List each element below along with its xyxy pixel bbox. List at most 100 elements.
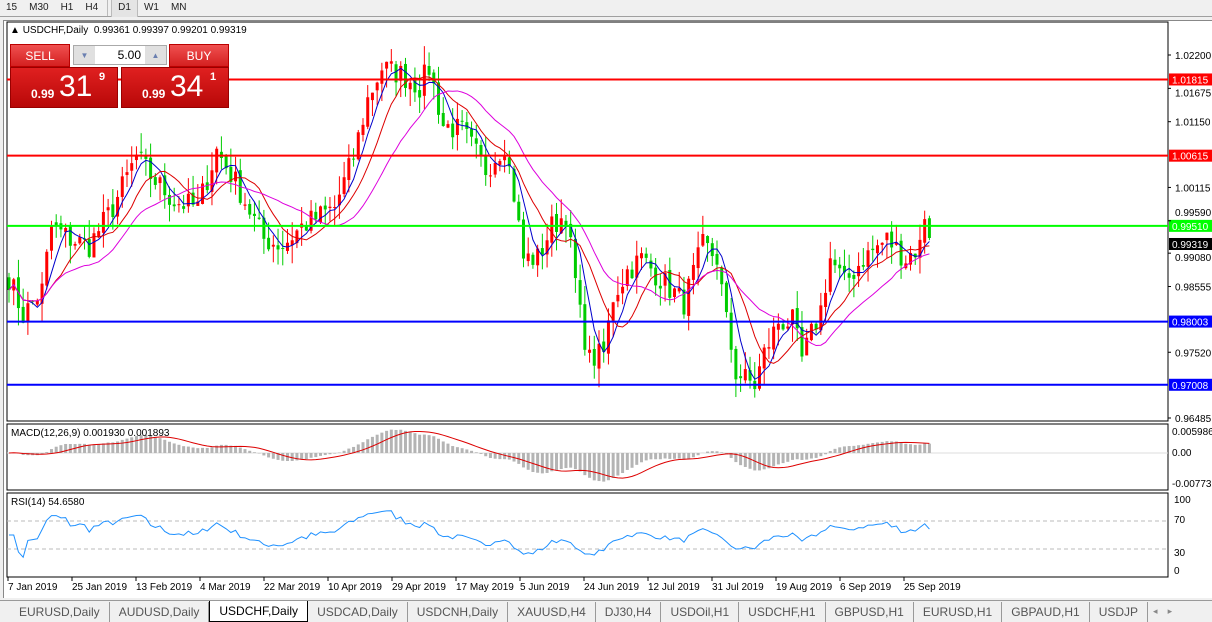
macd-histogram-bar (677, 453, 681, 459)
macd-histogram-bar (588, 453, 592, 478)
macd-histogram-bar (163, 439, 167, 453)
candle-body (592, 348, 596, 366)
macd-histogram-bar (125, 438, 129, 453)
timeframe-w1[interactable]: W1 (143, 2, 159, 13)
chart-tab[interactable]: USDJP (1090, 601, 1149, 622)
candle-body (328, 206, 332, 209)
macd-histogram-bar (323, 453, 327, 456)
candle-body (545, 240, 549, 255)
macd-histogram-bar (663, 453, 667, 459)
candle-body (210, 170, 214, 192)
candle-body (403, 63, 407, 88)
timeframe-mn[interactable]: MN (170, 2, 187, 13)
macd-histogram-bar (304, 453, 308, 460)
candle-body (257, 217, 261, 219)
macd-histogram-bar (370, 436, 374, 453)
chart-tab[interactable]: EURUSD,Daily (10, 601, 110, 622)
chart-tab[interactable]: GBPUSD,H1 (826, 601, 914, 622)
candle-body (474, 138, 478, 144)
macd-histogram-bar (776, 453, 780, 465)
chart-tab[interactable]: XAUUSD,H4 (508, 601, 596, 622)
candle-body (262, 217, 266, 239)
candle-body (875, 245, 879, 254)
candle-body (40, 283, 44, 304)
macd-histogram-bar (536, 453, 540, 473)
chart-tab[interactable]: DJ30,H4 (596, 601, 662, 622)
increase-arrow-icon[interactable]: ▲ (145, 46, 166, 64)
chart-tab[interactable]: USDCNH,Daily (408, 601, 509, 622)
decrease-arrow-icon[interactable]: ▼ (74, 46, 95, 64)
timeframe-h1[interactable]: H1 (60, 2, 74, 13)
macd-histogram-bar (635, 453, 639, 465)
candle-body (295, 230, 299, 244)
lot-size-input[interactable]: 5.00 (117, 48, 141, 62)
scroll-left-icon[interactable]: ◂ (1153, 606, 1158, 616)
macd-histogram-bar (101, 443, 105, 453)
timeframe-m30[interactable]: M30 (29, 2, 49, 13)
date-axis-label: 6 Sep 2019 (840, 582, 892, 593)
price-axis-label: 0.99080 (1175, 253, 1212, 264)
collapse-triangle-icon[interactable]: ▲ (10, 25, 20, 36)
candle-body (781, 324, 785, 330)
candle-body (630, 269, 634, 279)
macd-histogram-bar (106, 442, 110, 453)
macd-histogram-bar (290, 453, 294, 461)
candle-body (92, 233, 96, 258)
candle-body (682, 289, 686, 315)
sell-button[interactable]: SELL (10, 44, 70, 67)
macd-histogram-bar (40, 453, 44, 455)
scroll-right-icon[interactable]: ▸ (1167, 606, 1173, 616)
chart-tab[interactable]: USDCAD,Daily (308, 601, 408, 622)
candle-body (724, 282, 728, 313)
candle-body (923, 219, 927, 243)
chart-tab[interactable]: USDCHF,Daily (209, 601, 309, 622)
macd-histogram-bar (559, 453, 563, 469)
macd-histogram-bar (493, 453, 497, 459)
macd-histogram-bar (130, 437, 134, 453)
candle-body (153, 177, 157, 185)
buy-price[interactable]: 0.99 34 1 (121, 67, 229, 108)
macd-histogram-bar (691, 453, 695, 458)
date-axis-label: 31 Jul 2019 (712, 582, 764, 593)
sell-price[interactable]: 0.99 31 9 (10, 67, 118, 108)
candle-body (616, 294, 620, 302)
timeframe-d1[interactable]: D1 (111, 0, 138, 17)
macd-histogram-bar (786, 453, 790, 462)
chart-tab[interactable]: USDOil,H1 (661, 601, 740, 622)
candle-body (465, 122, 469, 129)
rsi-label: RSI(14) 54.6580 (11, 497, 85, 508)
date-axis-label: 29 Apr 2019 (392, 582, 446, 593)
chart-tab[interactable]: AUDUSD,Daily (110, 601, 210, 622)
candle-body (503, 156, 507, 161)
macd-histogram-bar (342, 450, 346, 453)
buy-button[interactable]: BUY (169, 44, 229, 67)
lot-size-stepper[interactable]: ▼ 5.00 ▲ (73, 45, 167, 65)
chart-tab[interactable]: USDCHF,H1 (739, 601, 826, 622)
candle-body (215, 148, 219, 173)
macd-histogram-bar (314, 453, 318, 458)
timeframe-h4[interactable]: H4 (85, 2, 99, 13)
chart-tab[interactable]: GBPAUD,H1 (1002, 601, 1090, 622)
macd-histogram-bar (83, 443, 87, 453)
macd-histogram-bar (734, 453, 738, 463)
candle-body (521, 219, 525, 259)
chart-tab[interactable]: EURUSD,H1 (914, 601, 1003, 622)
candle-body (7, 277, 11, 291)
macd-histogram-bar (687, 453, 691, 459)
candle-body (493, 163, 497, 175)
timeframe-15[interactable]: 15 (6, 2, 18, 13)
macd-histogram-bar (394, 429, 398, 453)
candle-body (866, 250, 870, 267)
macd-histogram-bar (408, 431, 412, 453)
macd-histogram-bar (555, 453, 559, 471)
candle-body (460, 120, 464, 122)
candle-body (234, 171, 238, 182)
level-price-label: 0.98003 (1172, 318, 1209, 329)
symbol-label: USDCHF,Daily (22, 25, 89, 36)
macd-histogram-bar (871, 443, 875, 453)
macd-histogram-bar (78, 443, 82, 453)
macd-histogram-bar (904, 443, 908, 453)
candle-body (323, 205, 327, 210)
chart-canvas[interactable]: 1.018151.006150.995100.980030.970080.993… (0, 0, 1212, 600)
candle-body (498, 161, 502, 165)
